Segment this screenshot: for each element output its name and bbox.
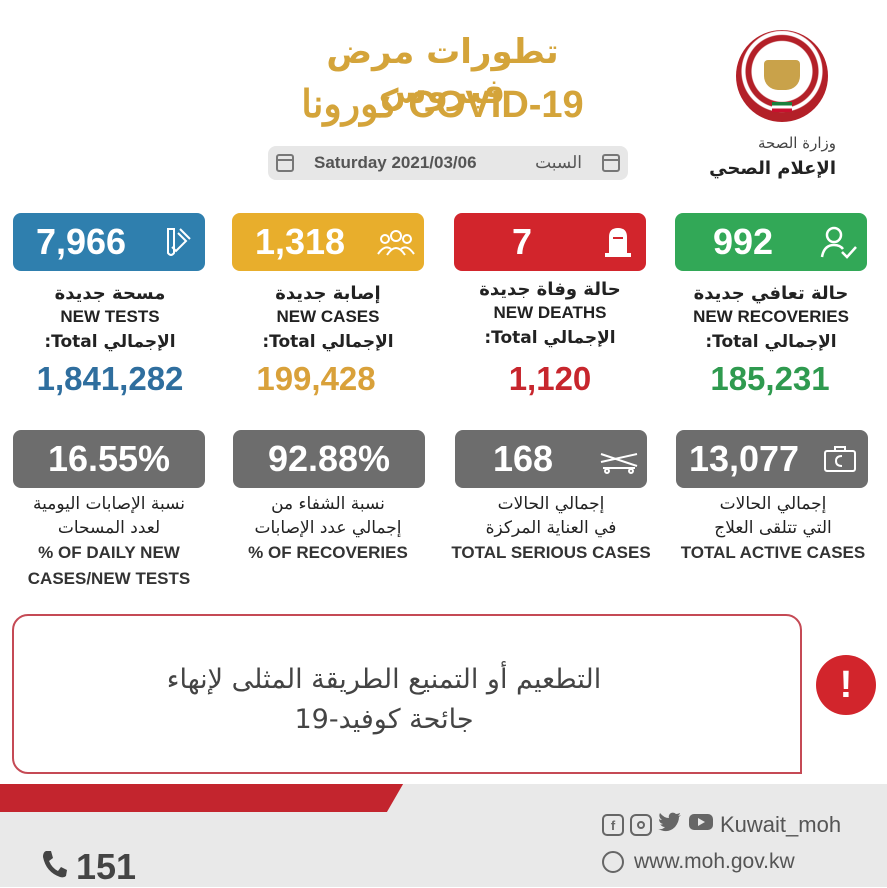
total-cases-value: 199,428 (256, 360, 376, 397)
new-recoveries-label: حالة تعافي جديدة NEW RECOVERIES الإجمالي… (668, 282, 874, 354)
label-english-1: TOTAL ACTIVE CASES (680, 543, 866, 562)
recovery-percentage-box: 92.88% (233, 430, 425, 488)
new-cases-box: 1,318 (232, 213, 424, 271)
label-arabic: إصابة جديدة (275, 283, 381, 304)
active-cases-box: 13,077 (676, 430, 868, 488)
new-deaths-value: 7 (511, 221, 533, 262)
label-english: NEW CASES (276, 307, 380, 326)
label-arabic-2: التي تتلقى العلاج (714, 518, 832, 538)
footer-grey-band (0, 812, 887, 887)
label-arabic: حالة وفاة جديدة (479, 279, 621, 300)
total-label: الإجمالي Total: (44, 332, 176, 352)
new-tests-label: مسحة جديدة NEW TESTS الإجمالي Total: (10, 282, 210, 354)
new-tests-box: 7,966 (13, 213, 205, 271)
new-cases-value: 1,318 (254, 221, 346, 262)
vaccination-message: التطعيم أو التمنيع الطريقة المثلى لإنهاء… (54, 660, 714, 740)
social-handle[interactable]: Kuwait_moh (720, 812, 842, 837)
message-line-1: التطعيم أو التمنيع الطريقة المثلى لإنهاء (166, 664, 602, 695)
total-label: الإجمالي Total: (262, 332, 394, 352)
total-label: الإجمالي Total: (484, 328, 616, 348)
label-english-1: % OF DAILY NEW (38, 543, 180, 562)
calendar-icon (276, 154, 294, 172)
label-arabic-2: لعدد المسحات (57, 518, 161, 538)
recovery-percentage-label: نسبة الشفاء من إجمالي عدد الإصابات % OF … (222, 492, 434, 566)
date-bar: Saturday 2021/03/06 السبت (268, 146, 628, 180)
label-arabic-2: إجمالي عدد الإصابات (254, 518, 402, 538)
label-arabic-1: نسبة الشفاء من (271, 494, 385, 514)
new-deaths-label: حالة وفاة جديدة NEW DEATHS الإجمالي Tota… (450, 278, 650, 350)
daily-percentage-box: 16.55% (13, 430, 205, 488)
warning-icon: ! (816, 655, 876, 715)
youtube-icon[interactable] (688, 812, 714, 838)
health-media-label: الإعلام الصحي (709, 158, 836, 179)
facebook-icon[interactable]: f (602, 814, 624, 836)
label-english: NEW DEATHS (493, 303, 607, 322)
serious-cases-label: إجمالي الحالات في العناية المركزة TOTAL … (438, 492, 664, 566)
new-cases-label: إصابة جديدة NEW CASES الإجمالي Total: (228, 282, 428, 354)
new-recoveries-value: 992 (712, 221, 774, 262)
logo-ship (764, 60, 800, 90)
label-english: NEW TESTS (60, 307, 160, 326)
daily-percentage-value: 16.55% (47, 438, 171, 479)
active-cases-label: إجمالي الحالات التي تتلقى العلاج TOTAL A… (666, 492, 880, 566)
total-deaths-value: 1,120 (508, 360, 592, 397)
globe-icon (602, 851, 624, 873)
label-arabic: مسحة جديدة (54, 283, 166, 304)
social-links: f Kuwait_moh (602, 812, 841, 838)
calendar-icon (602, 154, 620, 172)
tombstone-icon (590, 222, 646, 262)
serious-cases-value: 168 (492, 438, 554, 479)
title-arabic: تطورات مرض فيروس (326, 32, 559, 112)
people-icon (368, 222, 424, 262)
medical-kit-icon (812, 439, 868, 479)
daily-percentage-label: نسبة الإصابات اليومية لعدد المسحات % OF … (0, 492, 218, 592)
hotline: 151 (40, 846, 136, 888)
new-deaths-box: 7 (454, 213, 646, 271)
new-tests-value: 7,966 (35, 221, 127, 262)
ministry-name: وزارة الصحة (758, 134, 836, 152)
recovery-percentage-value: 92.88% (267, 438, 391, 479)
test-tube-icon (149, 222, 205, 262)
user-check-icon (811, 222, 867, 262)
total-tests-value: 1,841,282 (36, 360, 184, 397)
label-arabic-1: إجمالي الحالات (497, 494, 605, 514)
website-link: www.moh.gov.kw (602, 850, 795, 874)
date-arabic: السبت (535, 153, 582, 172)
hospital-bed-icon (591, 439, 647, 479)
total-label: الإجمالي Total: (705, 332, 837, 352)
instagram-icon[interactable] (630, 814, 652, 836)
twitter-icon[interactable] (658, 812, 682, 838)
vaccination-message-box: التطعيم أو التمنيع الطريقة المثلى لإنهاء… (12, 614, 802, 774)
label-arabic-2: في العناية المركزة (485, 518, 617, 538)
serious-cases-box: 168 (455, 430, 647, 488)
label-english: NEW RECOVERIES (693, 307, 849, 326)
message-line-2: جائحة كوفيد-19 (294, 704, 474, 735)
label-arabic: حالة تعافي جديدة (693, 283, 849, 304)
logo-flag (772, 102, 792, 112)
label-arabic-1: إجمالي الحالات (719, 494, 827, 514)
label-english-2: CASES/NEW TESTS (27, 569, 191, 588)
new-recoveries-box: 992 (675, 213, 867, 271)
label-english-1: TOTAL SERIOUS CASES (451, 543, 651, 562)
title-covid: COVID-19 كورونا (301, 84, 584, 126)
website-url[interactable]: www.moh.gov.kw (634, 850, 795, 873)
label-english-1: % OF RECOVERIES (248, 543, 408, 562)
hotline-number: 151 (76, 846, 137, 887)
ministry-logo (736, 30, 828, 122)
label-arabic-1: نسبة الإصابات اليومية (32, 494, 186, 514)
total-recoveries-value: 185,231 (710, 360, 830, 397)
date-english: Saturday 2021/03/06 (314, 153, 477, 172)
phone-icon (40, 846, 68, 888)
active-cases-value: 13,077 (688, 438, 800, 479)
